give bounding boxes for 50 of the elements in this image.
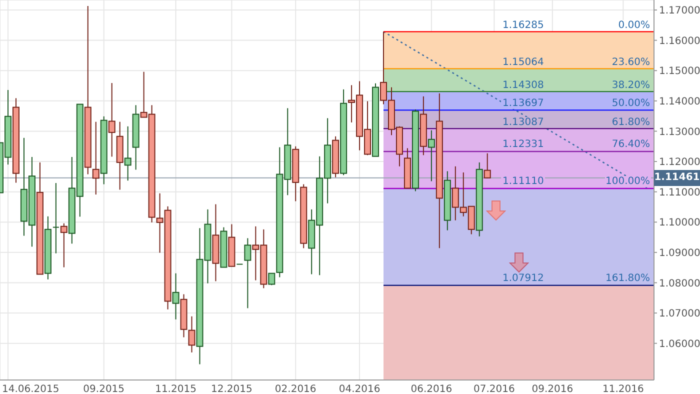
annotation: 38.20% <box>610 80 651 91</box>
candlestick <box>108 82 116 158</box>
x-tick-label: 11.2016 <box>602 384 644 394</box>
ref-line-label: 1.16285 <box>501 20 545 31</box>
candlestick <box>188 316 196 353</box>
ref-line-label: 1.11110 <box>501 176 545 188</box>
annotation: 61.80% <box>610 116 651 128</box>
x-tick-label: 12.2015 <box>211 384 252 394</box>
x-tick-label: 07.2016 <box>474 384 515 394</box>
y-tick-label: 1.09000 <box>659 248 700 259</box>
y-tick-label: 1.10000 <box>659 218 700 229</box>
candlestick <box>268 272 276 286</box>
y-tick-label: 1.06000 <box>659 338 700 350</box>
annotation: 50.00% <box>610 98 651 110</box>
annotation: 0.00% <box>617 20 651 31</box>
y-tick-label: 1.13000 <box>659 126 700 138</box>
y-tick-label: 1.11000 <box>659 187 700 198</box>
candlestick <box>428 130 435 182</box>
annotation: 161.80% <box>604 273 651 284</box>
x-tick-label: 11.2015 <box>155 384 196 394</box>
y-tick-label: 1.14000 <box>659 96 700 108</box>
x-tick-label: 14.06.2015 <box>2 384 60 394</box>
candlestick <box>60 222 68 268</box>
candlestick <box>172 272 180 320</box>
y-tick-label: 1.07000 <box>659 308 700 320</box>
ref-line-label: 1.14308 <box>501 80 545 91</box>
ref-line-label: 1.15064 <box>501 56 545 68</box>
ref-line-label: 1.13697 <box>501 98 545 110</box>
y-tick-label: 1.15000 <box>659 66 700 78</box>
candlestick <box>52 182 60 254</box>
y-tick-label: 1.16000 <box>659 36 700 47</box>
ref-line-label: 1.12331 <box>501 139 545 150</box>
x-tick-label: 02.2016 <box>274 384 316 394</box>
candlestick <box>92 121 100 196</box>
annotation: 23.60% <box>610 56 651 68</box>
x-tick-label: 09.2015 <box>83 384 125 394</box>
candlestick <box>484 152 491 179</box>
annotation: 100.00% <box>604 176 651 188</box>
ref-line-label: 1.11461 <box>654 170 700 186</box>
y-tick-label: 1.08000 <box>659 278 700 290</box>
ref-line-label: 1.13087 <box>501 116 545 128</box>
y-tick-label: 1.12000 <box>659 157 700 168</box>
x-tick-label: 09.2016 <box>532 384 574 394</box>
annotation: 76.40% <box>610 139 651 150</box>
x-tick-label: 06.2016 <box>410 384 452 394</box>
ref-line-label: 1.07912 <box>501 273 545 284</box>
candlestick <box>124 126 132 182</box>
y-tick-label: 1.17000 <box>659 6 700 17</box>
x-tick-label: 04.2016 <box>338 384 380 394</box>
candlestick <box>244 238 252 309</box>
